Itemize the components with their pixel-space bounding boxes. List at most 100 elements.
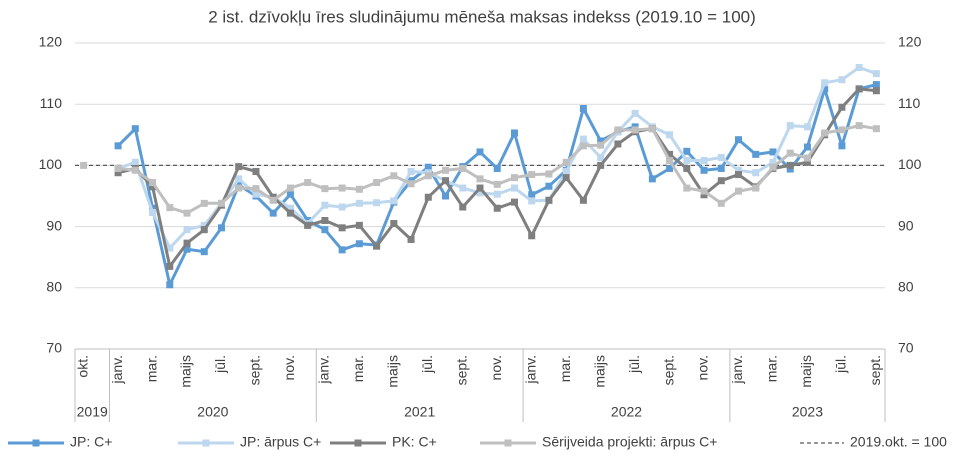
- point-marker: [872, 70, 880, 78]
- x-tick-label: nov.: [488, 355, 504, 380]
- y-tick-label: 120: [39, 34, 63, 50]
- y2-tick-label: 80: [898, 279, 914, 295]
- point-marker: [648, 125, 656, 133]
- point-marker: [528, 232, 536, 240]
- point-marker: [493, 180, 501, 188]
- point-marker: [872, 87, 880, 95]
- point-marker: [614, 140, 622, 148]
- point-marker: [579, 135, 587, 143]
- point-marker: [528, 191, 536, 199]
- point-marker: [286, 184, 294, 192]
- point-marker: [286, 190, 294, 198]
- point-marker: [131, 166, 139, 174]
- point-marker: [683, 147, 691, 155]
- point-marker: [183, 245, 191, 253]
- point-marker: [683, 184, 691, 192]
- point-marker: [390, 197, 398, 205]
- point-marker: [114, 142, 122, 150]
- point-marker: [200, 221, 208, 229]
- point-marker: [872, 125, 880, 133]
- point-marker: [717, 177, 725, 185]
- point-marker: [442, 177, 450, 185]
- point-marker: [838, 126, 846, 134]
- point-marker: [252, 168, 260, 176]
- point-marker: [821, 129, 829, 137]
- point-marker: [252, 190, 260, 198]
- point-marker: [666, 131, 674, 139]
- point-marker: [683, 164, 691, 172]
- point-marker: [373, 179, 381, 187]
- legend-marker: [202, 439, 210, 447]
- point-marker: [373, 242, 381, 250]
- point-marker: [769, 148, 777, 156]
- point-marker: [304, 179, 312, 187]
- point-marker: [459, 184, 467, 192]
- point-marker: [803, 154, 811, 162]
- point-marker: [235, 175, 243, 183]
- x-tick-label: janv.: [522, 355, 538, 385]
- point-marker: [838, 142, 846, 150]
- legend-marker: [504, 439, 512, 447]
- point-marker: [752, 184, 760, 192]
- point-marker: [838, 76, 846, 84]
- point-marker: [235, 163, 243, 171]
- point-marker: [735, 166, 743, 174]
- point-marker: [217, 199, 225, 207]
- point-marker: [562, 174, 570, 182]
- series-line: [117, 66, 877, 250]
- point-marker: [338, 203, 346, 211]
- point-marker: [476, 175, 484, 183]
- year-label: 2021: [404, 404, 435, 420]
- point-marker: [752, 150, 760, 158]
- y2-tick-label: 100: [898, 156, 922, 172]
- y2-tick-label: 70: [898, 340, 914, 356]
- point-marker: [545, 196, 553, 204]
- point-marker: [321, 185, 329, 193]
- point-marker: [390, 172, 398, 180]
- year-label: 2022: [611, 404, 642, 420]
- chart-title: 2 ist. dzīvokļu īres sludinājumu mēneša …: [208, 7, 756, 26]
- point-marker: [855, 122, 863, 130]
- legend-label: 2019.okt. = 100: [850, 434, 947, 450]
- point-marker: [459, 164, 467, 172]
- point-marker: [803, 143, 811, 151]
- point-marker: [183, 239, 191, 247]
- x-tick-label: sept.: [867, 355, 883, 385]
- legend-label: PK: C+: [392, 434, 437, 450]
- x-tick-label: janv.: [316, 355, 332, 385]
- point-marker: [269, 196, 277, 204]
- point-marker: [252, 185, 260, 193]
- point-marker: [614, 126, 622, 134]
- legend-marker: [354, 439, 362, 447]
- point-marker: [321, 216, 329, 224]
- x-tick-label: sept.: [660, 355, 676, 385]
- point-marker: [166, 262, 174, 270]
- point-marker: [149, 183, 157, 191]
- point-marker: [510, 198, 518, 206]
- x-tick-label: nov.: [695, 355, 711, 380]
- point-marker: [717, 199, 725, 207]
- point-marker: [442, 192, 450, 200]
- x-tick-label: sept.: [247, 355, 263, 385]
- x-tick-label: sept.: [453, 355, 469, 385]
- x-tick-label: nov.: [281, 355, 297, 380]
- y-tick-label: 90: [46, 217, 62, 233]
- point-marker: [735, 187, 743, 195]
- point-marker: [131, 158, 139, 166]
- point-marker: [597, 153, 605, 161]
- point-marker: [338, 224, 346, 232]
- point-marker: [355, 185, 363, 193]
- point-marker: [579, 104, 587, 112]
- point-marker: [131, 125, 139, 133]
- point-marker: [407, 168, 415, 176]
- legend-label: Sērijveida projekti: ārpus C+: [542, 434, 717, 450]
- year-label: 2020: [197, 404, 228, 420]
- point-marker: [786, 165, 794, 173]
- point-marker: [459, 203, 467, 211]
- point-marker: [149, 179, 157, 187]
- legend-label: JP: C+: [70, 434, 112, 450]
- point-marker: [114, 169, 122, 177]
- point-marker: [786, 149, 794, 157]
- point-marker: [735, 136, 743, 144]
- point-marker: [597, 141, 605, 149]
